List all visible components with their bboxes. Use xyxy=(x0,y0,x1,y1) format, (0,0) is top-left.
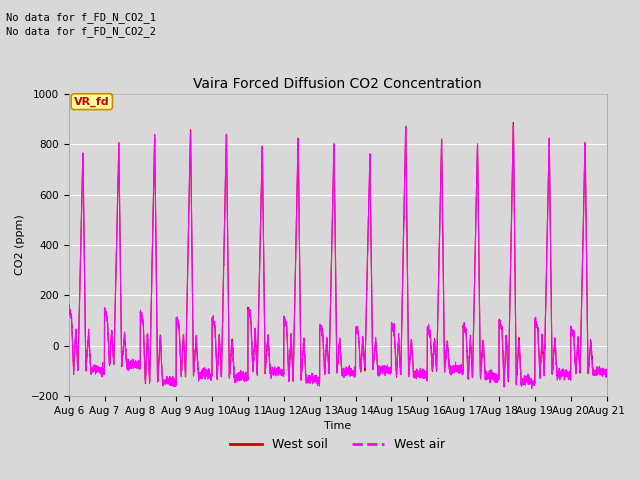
Text: VR_fd: VR_fd xyxy=(74,96,109,107)
Title: Vaira Forced Diffusion CO2 Concentration: Vaira Forced Diffusion CO2 Concentration xyxy=(193,77,482,91)
Legend: West soil, West air: West soil, West air xyxy=(225,433,450,456)
Text: No data for f_FD_N_CO2_2: No data for f_FD_N_CO2_2 xyxy=(6,26,156,37)
X-axis label: Time: Time xyxy=(324,421,351,432)
Text: No data for f_FD_N_CO2_1: No data for f_FD_N_CO2_1 xyxy=(6,12,156,23)
Y-axis label: CO2 (ppm): CO2 (ppm) xyxy=(15,215,25,276)
